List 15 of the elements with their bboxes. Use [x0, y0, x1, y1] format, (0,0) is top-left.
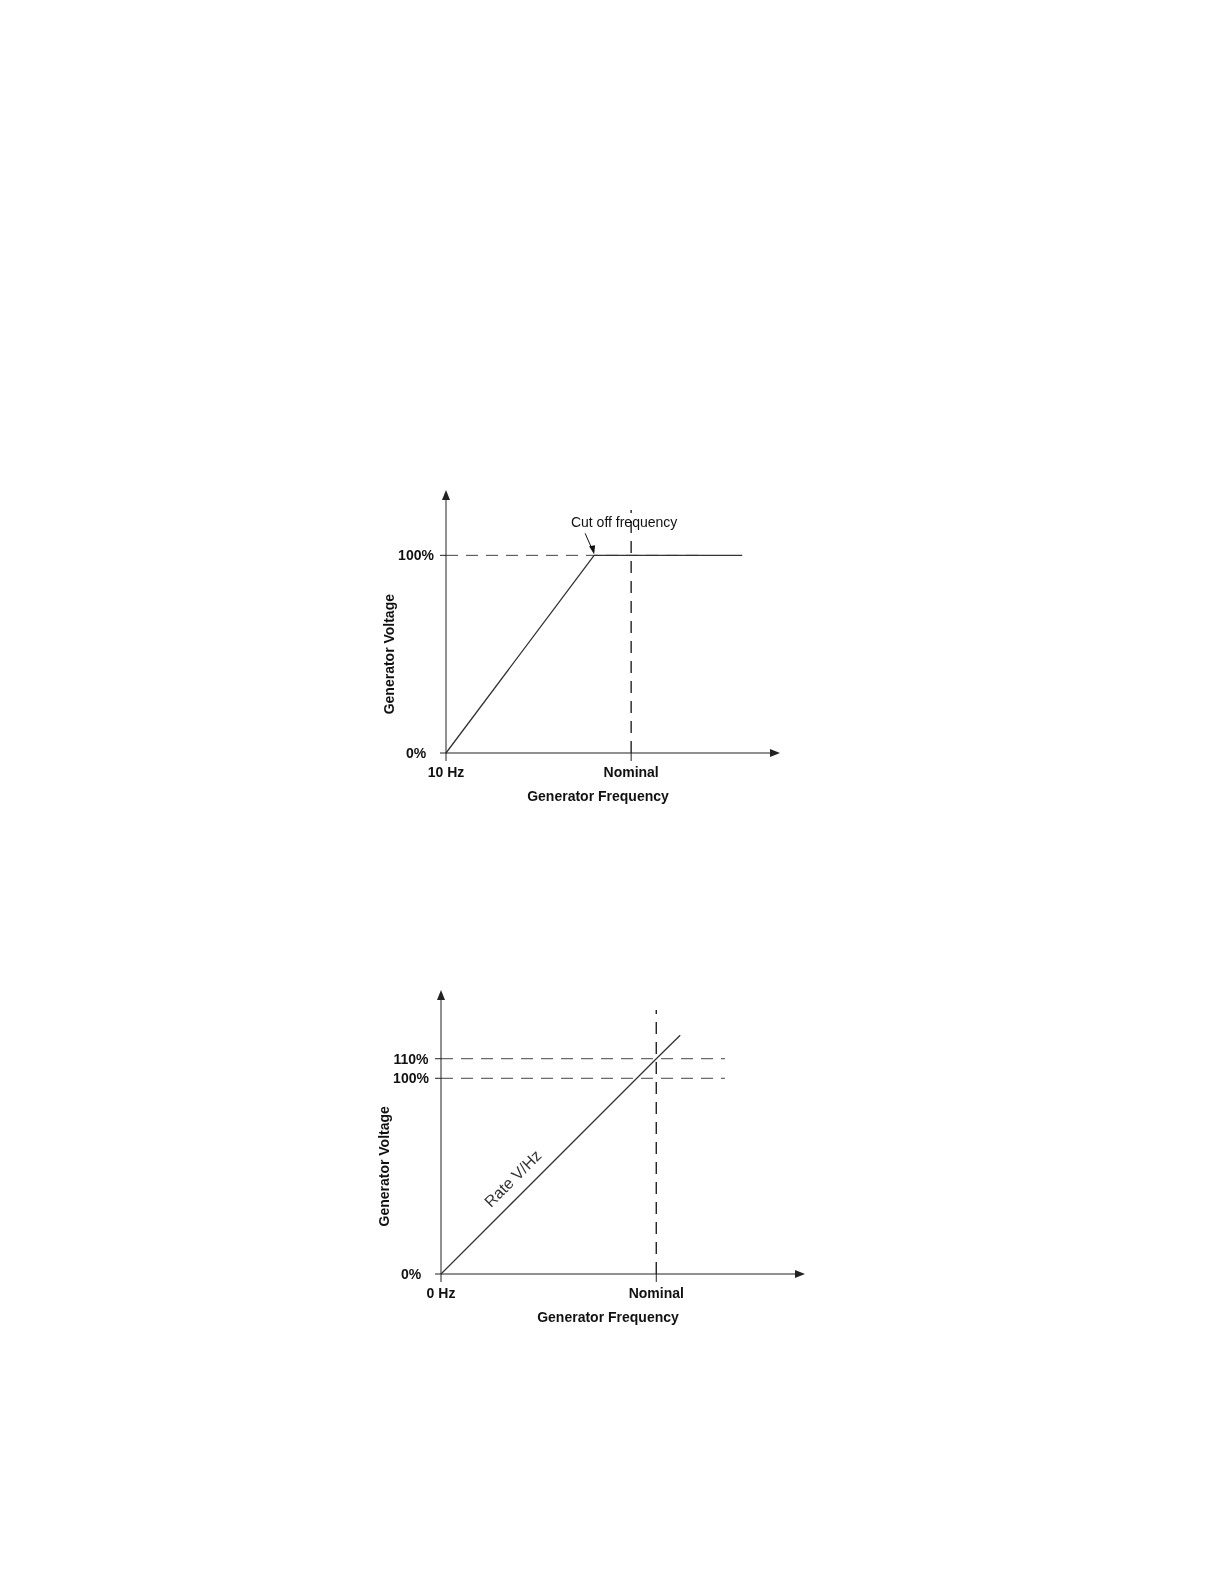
y-tick-label: 0%: [400, 1266, 422, 1282]
annotation: Cut off frequency: [570, 514, 678, 531]
x-axis-title: Generator Frequency: [537, 1309, 680, 1325]
x-tick-label: Nominal: [603, 764, 659, 780]
x-axis-title: Generator Frequency: [527, 788, 670, 804]
y-tick-label: 110%: [393, 1050, 430, 1067]
y-tick-label: 100%: [393, 1070, 430, 1087]
x-tick-label: Nominal: [628, 1285, 684, 1301]
y-tick-label: 0%: [405, 745, 427, 761]
y-axis-title: Generator Voltage: [376, 1105, 392, 1227]
x-tick-label: 0 Hz: [426, 1285, 456, 1301]
y-axis-title: Generator Voltage: [381, 593, 397, 715]
x-tick-label: 10 Hz: [427, 764, 465, 780]
text: Rate V/Hz: [481, 1146, 545, 1211]
y-tick-label: 100%: [398, 547, 435, 564]
